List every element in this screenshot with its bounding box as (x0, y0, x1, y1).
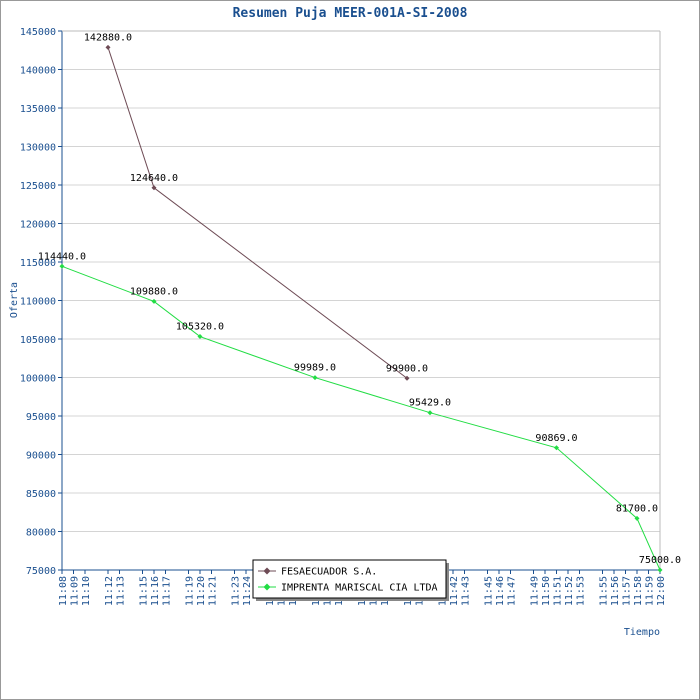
point (197, 334, 203, 340)
x-tick-label: 11:50 (541, 576, 552, 606)
x-tick-label: 11:51 (553, 576, 564, 606)
legend-marker (263, 583, 271, 591)
point (312, 375, 318, 381)
y-tick-label: 125000 (20, 181, 56, 192)
y-tick-label: 75000 (26, 566, 56, 577)
x-tick-label: 12:00 (656, 576, 667, 606)
point (657, 567, 663, 573)
data-label: 75000.0 (639, 555, 681, 566)
data-label: 95429.0 (409, 398, 451, 409)
x-tick-label: 11:53 (576, 576, 587, 606)
y-tick-label: 110000 (20, 297, 56, 308)
x-tick-label: 11:57 (622, 576, 633, 606)
plot: 75000 80000 85000 90000 95000 100000 105000 110… (20, 27, 681, 606)
data-label: 105320.0 (176, 322, 224, 333)
x-tick-label: 11:21 (208, 576, 219, 606)
x-tick-label: 11:42 (449, 576, 460, 606)
x-tick-label: 11:56 (610, 576, 621, 606)
x-tick-label: 11:20 (196, 576, 207, 606)
data-label: 109880.0 (130, 286, 178, 297)
y-tick-label: 80000 (26, 528, 56, 539)
chart-title: Resumen Puja MEER-001A-SI-2008 (233, 6, 468, 21)
x-tick-label: 11:43 (461, 576, 472, 606)
x-tick-label: 11:17 (162, 576, 173, 606)
y-tick-label: 140000 (20, 66, 56, 77)
y-tick-label: 135000 (20, 104, 56, 115)
y-tick-label: 120000 (20, 220, 56, 231)
legend-marker (263, 567, 271, 575)
point (105, 44, 111, 50)
x-tick-label: 11:49 (530, 576, 541, 606)
x-tick-label: 11:46 (495, 576, 506, 606)
x-tick-label: 11:12 (104, 576, 115, 606)
x-tick-label: 11:55 (599, 576, 610, 606)
y-tick-label: 100000 (20, 374, 56, 385)
x-tick-label: 11:16 (150, 576, 161, 606)
x-tick-label: 11:10 (81, 576, 92, 606)
point (404, 375, 410, 381)
y-tick-label: 145000 (20, 27, 56, 38)
data-label: 124640.0 (130, 173, 178, 184)
data-label: 99989.0 (294, 363, 336, 374)
x-tick-label: 11:58 (633, 576, 644, 606)
x-tick-label: 11:23 (231, 576, 242, 606)
point (151, 298, 157, 304)
x-tick-label: 11:15 (139, 576, 150, 606)
point (554, 445, 559, 451)
data-label: 142880.0 (84, 32, 132, 43)
x-tick-label: 11:09 (70, 576, 81, 606)
legend (252, 559, 447, 599)
x-tick-label: 11:52 (564, 576, 575, 606)
y-tick-label: 85000 (26, 489, 56, 500)
y-tick-label: 105000 (20, 335, 56, 346)
data-label: 90869.0 (535, 433, 577, 444)
data-label: 81700.0 (616, 503, 658, 514)
data-label: 114440.0 (38, 251, 86, 262)
legend-label: FESAECUADOR S.A. (281, 567, 377, 578)
x-tick-label: 11:24 (242, 576, 253, 606)
x-tick-label: 11:13 (116, 576, 127, 606)
point (634, 515, 640, 521)
y-tick-label: 115000 (20, 258, 56, 269)
y-tick-label: 95000 (26, 412, 56, 423)
y-tick-label: 130000 (20, 143, 56, 154)
series-line (61, 265, 661, 571)
legend-label: IMPRENTA MARISCAL CIA LTDA (281, 583, 438, 594)
point (427, 410, 433, 416)
x-tick-label: 11:19 (185, 576, 196, 606)
x-tick-label: 11:47 (507, 576, 518, 606)
x-tick-label: 11:08 (58, 576, 69, 606)
x-tick-label: 11:45 (484, 576, 495, 606)
data-label: 99900.0 (386, 363, 428, 374)
y-axis-label: Oferta (9, 282, 20, 318)
y-tick-label: 90000 (26, 451, 56, 462)
x-tick-label: 11:59 (645, 576, 656, 606)
point (59, 263, 65, 269)
x-axis-label: Tiempo (624, 627, 660, 638)
point (151, 185, 157, 191)
